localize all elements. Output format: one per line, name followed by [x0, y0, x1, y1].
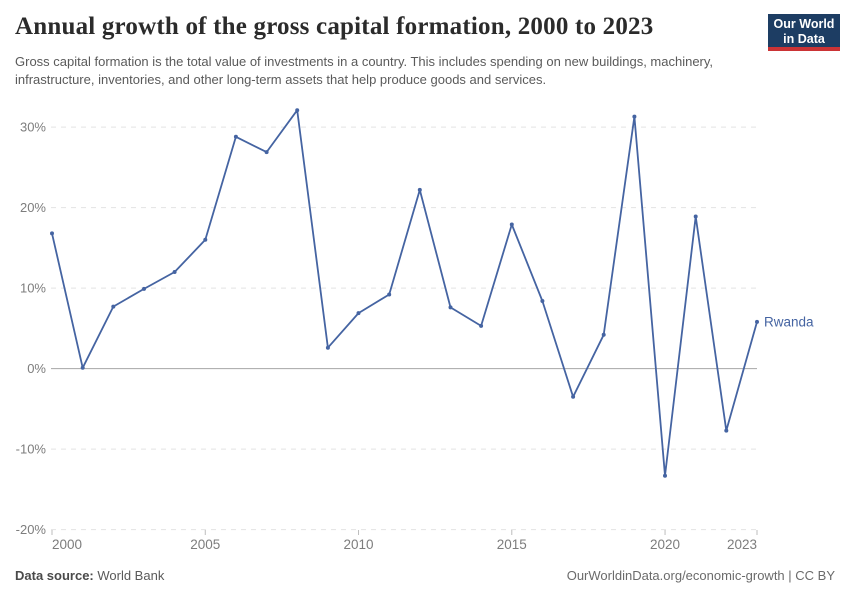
y-axis-label-0: 0%: [27, 361, 46, 376]
data-point-2004[interactable]: [172, 270, 177, 274]
x-axis-label-2023: 2023: [727, 537, 757, 552]
chart-canvas[interactable]: 30% 20% 10% 0% -10% -20% 2000 2005 2010 2015 2020 2…: [0, 0, 850, 560]
x-axis-label-2020: 2020: [650, 537, 680, 552]
data-point-2017[interactable]: [571, 394, 576, 399]
data-point-2013[interactable]: [448, 305, 453, 310]
data-point-2014[interactable]: [479, 323, 484, 328]
data-point-2000[interactable]: [50, 231, 54, 236]
data-point-2003[interactable]: [142, 286, 146, 291]
x-axis-label-2010: 2010: [343, 537, 373, 552]
chart-subtitle: Gross capital formation is the total val…: [15, 54, 714, 88]
owid-logo-line2: in Data: [783, 32, 825, 46]
y-axis-label--20: -20%: [16, 522, 47, 537]
data-point-2002[interactable]: [111, 304, 116, 309]
data-point-2011[interactable]: [387, 292, 392, 297]
data-point-2001[interactable]: [80, 365, 85, 370]
data-point-2006[interactable]: [233, 134, 238, 139]
owid-logo[interactable]: Our World in Data: [768, 14, 840, 51]
data-point-2020[interactable]: [663, 473, 667, 478]
x-axis-label-2000: 2000: [52, 537, 82, 552]
data-point-2012[interactable]: [417, 187, 422, 192]
data-point-2015[interactable]: [509, 222, 514, 227]
data-point-2016[interactable]: [540, 299, 545, 303]
x-axis-label-2015: 2015: [497, 537, 527, 552]
data-point-2022[interactable]: [724, 428, 729, 433]
owid-logo-line1: Our World: [773, 17, 835, 31]
data-point-2019[interactable]: [632, 114, 637, 119]
chart-title: Annual growth of the gross capital forma…: [15, 13, 654, 40]
data-point-2007[interactable]: [264, 150, 269, 155]
data-source: Data source: World Bank: [15, 568, 164, 583]
data-point-2009[interactable]: [325, 345, 330, 350]
data-point-2010[interactable]: [356, 311, 361, 316]
y-axis-label--10: -10%: [16, 442, 47, 457]
data-point-2023[interactable]: [755, 319, 759, 324]
y-axis-label-30: 30%: [20, 120, 46, 135]
data-point-2018[interactable]: [601, 332, 606, 337]
data-source-value: World Bank: [93, 568, 165, 583]
data-point-2008[interactable]: [295, 108, 300, 113]
data-source-label: Data source:: [15, 568, 94, 583]
data-point-2005[interactable]: [203, 237, 208, 242]
y-axis-label-20: 20%: [20, 200, 46, 215]
x-axis-label-2005: 2005: [190, 537, 220, 552]
chart-footer: Data source: World Bank OurWorldinData.o…: [15, 568, 835, 583]
data-point-2021[interactable]: [693, 214, 698, 219]
y-axis-label-10: 10%: [20, 281, 46, 296]
line-rwanda: [51, 109, 758, 477]
footer-link[interactable]: OurWorldinData.org/economic-growth | CC …: [566, 568, 835, 583]
series-label-rwanda[interactable]: Rwanda: [764, 314, 814, 329]
